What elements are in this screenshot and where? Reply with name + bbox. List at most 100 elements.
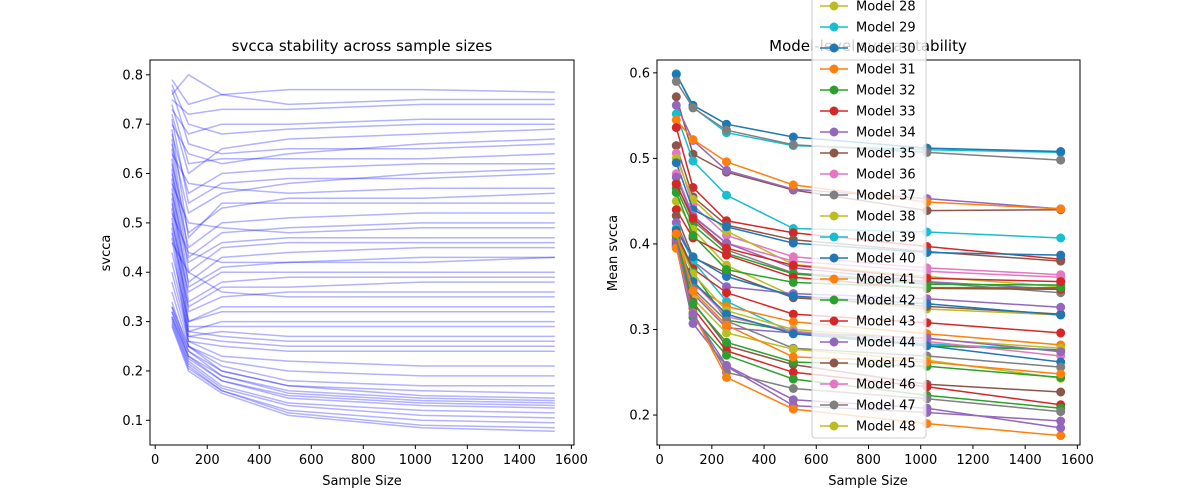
series-line <box>171 232 555 308</box>
series-line <box>675 232 1061 334</box>
series-line <box>171 227 555 367</box>
left-chart-axes: 0 200 400 600 800 1000 1200 1400 1600 0.1 0.2 0.3 0.… <box>122 59 588 468</box>
legend-entry: Model 34 <box>820 126 916 141</box>
legend-marker <box>829 337 839 347</box>
data-point <box>1056 387 1066 397</box>
data-point <box>1056 310 1066 320</box>
legend-label: Model 29 <box>856 21 916 36</box>
data-point <box>788 344 798 354</box>
x-tick-label: 400 <box>247 453 272 468</box>
legend-label: Model 48 <box>856 420 916 435</box>
series-line <box>171 193 555 264</box>
legend-label: Model 45 <box>856 357 916 372</box>
legend-entry: Model 41 <box>820 273 916 288</box>
data-point <box>1056 407 1066 417</box>
legend-marker <box>829 232 839 242</box>
legend-entry: Model 28 <box>820 0 916 15</box>
x-tick-label: 400 <box>752 453 777 468</box>
series-line <box>675 113 1061 239</box>
data-point <box>671 92 681 102</box>
legend-marker <box>829 85 839 95</box>
y-tick-label: 0.5 <box>629 152 650 167</box>
data-point <box>688 230 698 240</box>
series-line <box>171 311 555 409</box>
data-point <box>722 272 731 281</box>
data-point <box>788 352 798 362</box>
legend-label: Model 38 <box>856 210 916 225</box>
series-line <box>675 233 1061 375</box>
data-point <box>722 157 731 167</box>
x-tick-label: 200 <box>195 453 220 468</box>
series-line <box>171 318 555 419</box>
series-line <box>675 96 1061 212</box>
series-line <box>675 127 1061 261</box>
y-tick-label: 0.3 <box>122 315 143 330</box>
data-point <box>722 190 731 200</box>
data-point <box>788 374 798 384</box>
left-chart-title: svcca stability across sample sizes <box>232 37 493 55</box>
series-line <box>171 114 555 175</box>
legend-marker <box>829 253 839 263</box>
series-line <box>171 262 555 333</box>
left-chart-xlabel: Sample Size <box>322 474 402 489</box>
data-point <box>788 132 798 142</box>
legend-label: Model 36 <box>856 168 916 183</box>
data-point <box>1056 423 1066 433</box>
right-chart-axes: 0 200 400 600 800 1000 1200 1400 1600 0.2 0.3 0.4 0.… <box>629 59 1094 468</box>
series-line <box>171 311 555 402</box>
data-point <box>1056 155 1066 165</box>
series-line <box>171 306 555 404</box>
y-tick-label: 0.1 <box>122 414 143 429</box>
series-line <box>171 178 555 313</box>
data-point <box>788 384 798 393</box>
data-point <box>788 277 798 287</box>
series-line <box>675 183 1061 283</box>
legend-label: Model 43 <box>856 315 916 330</box>
legend-entry: Model 44 <box>820 336 916 351</box>
data-point <box>688 135 698 145</box>
data-point <box>688 213 698 223</box>
x-tick-label: 1000 <box>399 453 432 468</box>
series-line <box>675 192 1061 289</box>
legend-entry: Model 48 <box>820 420 916 435</box>
legend-label: Model 28 <box>856 0 916 15</box>
series-line <box>171 188 555 323</box>
right-chart-lines <box>671 69 1066 441</box>
data-point <box>1056 362 1066 372</box>
legend-entry: Model 45 <box>820 357 916 372</box>
left-chart-ylabel: svcca <box>99 235 114 272</box>
series-line <box>171 281 555 352</box>
y-tick-label: 0.2 <box>629 409 650 424</box>
series-line <box>171 202 555 283</box>
data-point <box>788 317 798 327</box>
data-point <box>722 350 731 360</box>
legend-entry: Model 47 <box>820 399 916 414</box>
data-point <box>1056 431 1066 441</box>
data-point <box>1056 147 1066 156</box>
data-point <box>722 243 731 253</box>
data-point <box>788 228 798 238</box>
data-point <box>688 286 698 296</box>
legend-marker <box>829 127 839 137</box>
right-chart-legend: Model 28 Model 29 Model 30 Model 31 Model 32… <box>811 0 927 439</box>
legend-marker <box>829 190 839 200</box>
data-point <box>688 103 698 113</box>
data-point <box>788 395 798 405</box>
legend-marker <box>829 274 839 284</box>
x-tick-label: 1200 <box>956 453 989 468</box>
data-point <box>788 180 798 190</box>
legend-entry: Model 35 <box>820 147 916 162</box>
series-line <box>171 252 555 323</box>
y-tick-label: 0.6 <box>122 167 143 182</box>
legend-marker <box>829 358 839 368</box>
data-point <box>688 252 698 262</box>
series-line <box>171 148 555 273</box>
legend-entry: Model 39 <box>820 231 916 246</box>
series-line <box>171 89 555 155</box>
data-point <box>688 299 698 309</box>
x-tick-label: 1200 <box>451 453 484 468</box>
series-line <box>171 138 555 259</box>
legend-box <box>811 0 927 439</box>
data-point <box>722 360 731 370</box>
series-line <box>171 173 555 249</box>
